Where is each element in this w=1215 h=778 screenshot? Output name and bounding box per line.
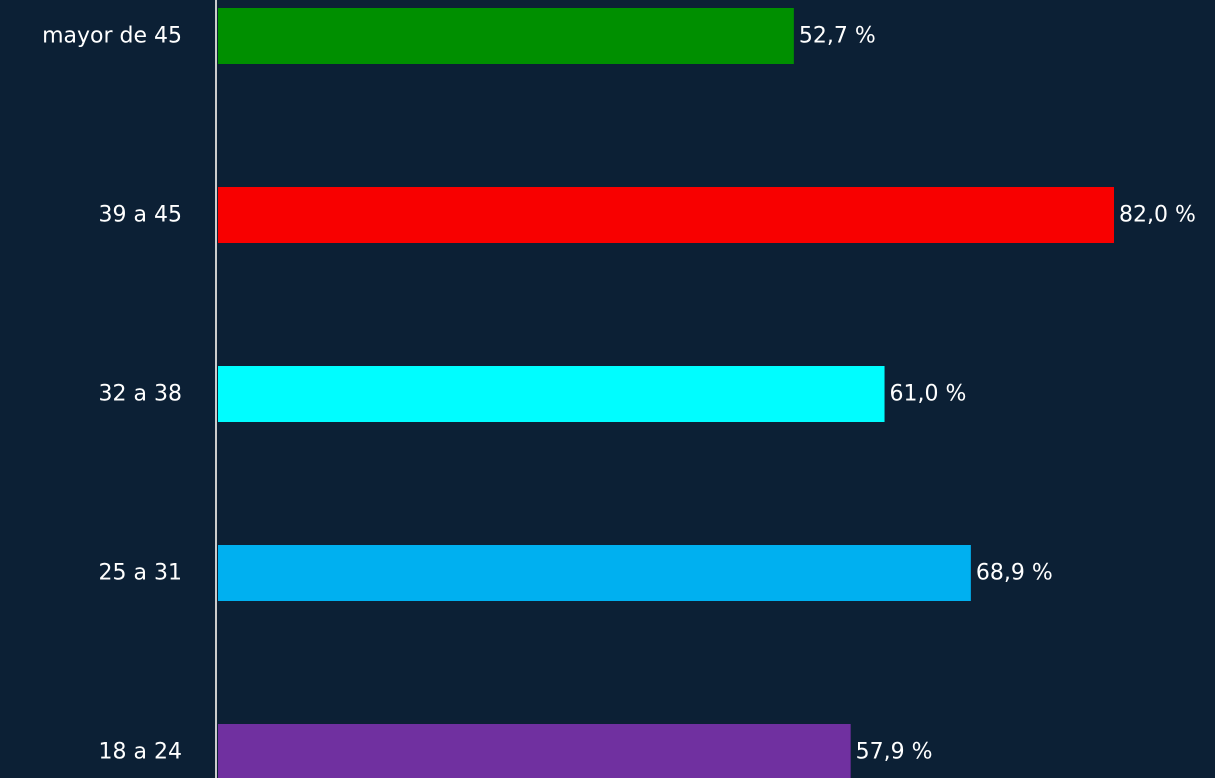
category-label-3: 25 a 31 bbox=[99, 561, 182, 586]
value-labels: 52,7 % 82,0 % 61,0 % 68,9 % 57,9 % bbox=[799, 24, 1196, 765]
value-label-2: 61,0 % bbox=[890, 382, 967, 407]
bar-0 bbox=[218, 8, 794, 64]
value-label-4: 57,9 % bbox=[856, 740, 933, 765]
category-label-2: 32 a 38 bbox=[99, 382, 182, 407]
category-label-1: 39 a 45 bbox=[99, 203, 182, 228]
value-label-3: 68,9 % bbox=[976, 561, 1053, 586]
value-label-0: 52,7 % bbox=[799, 24, 876, 49]
bar-2 bbox=[218, 366, 885, 422]
category-label-4: 18 a 24 bbox=[99, 740, 182, 765]
bar-1 bbox=[218, 187, 1114, 243]
bar-3 bbox=[218, 545, 971, 601]
bar-4 bbox=[218, 724, 851, 778]
bars-layer bbox=[218, 8, 1114, 778]
category-labels: mayor de 45 39 a 45 32 a 38 25 a 31 18 a 24 bbox=[42, 24, 182, 765]
category-label-0: mayor de 45 bbox=[42, 24, 182, 49]
value-label-1: 82,0 % bbox=[1119, 203, 1196, 228]
